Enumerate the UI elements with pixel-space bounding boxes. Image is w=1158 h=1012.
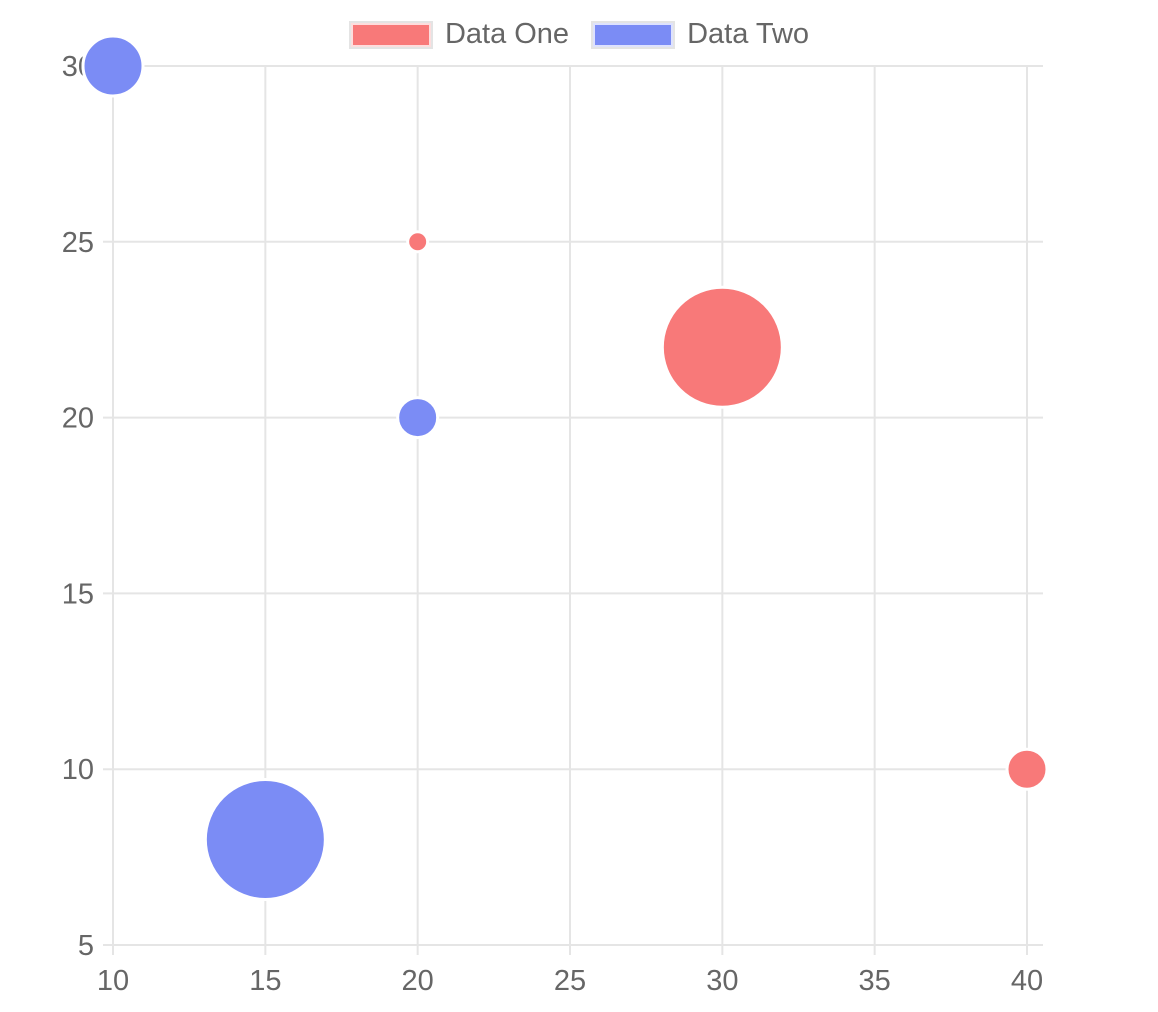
x-tick-label-15: 15 xyxy=(249,965,281,997)
bubble-data-one-1[interactable] xyxy=(660,285,784,409)
bubble-data-one-0[interactable] xyxy=(406,230,430,254)
bubble-data-two-2[interactable] xyxy=(203,778,327,902)
x-tick-label-35: 35 xyxy=(859,965,891,997)
y-tick-label-15: 15 xyxy=(62,578,94,610)
bubble-data-two-0[interactable] xyxy=(81,34,145,98)
legend-swatch-data-one xyxy=(348,20,433,49)
x-tick-label-10: 10 xyxy=(97,965,129,997)
y-tick-label-5: 5 xyxy=(78,930,94,962)
chart-legend: Data One Data Two xyxy=(0,20,1158,49)
legend-item-data-two[interactable]: Data Two xyxy=(591,20,809,49)
legend-label-data-one: Data One xyxy=(444,18,570,50)
bubble-data-one-2[interactable] xyxy=(1005,747,1049,791)
y-tick-label-10: 10 xyxy=(62,754,94,786)
y-tick-label-20: 20 xyxy=(62,403,94,435)
legend-item-data-one[interactable]: Data One xyxy=(348,18,570,50)
x-tick-label-30: 30 xyxy=(706,965,738,997)
x-tick-label-25: 25 xyxy=(554,965,586,997)
x-tick-label-20: 20 xyxy=(402,965,434,997)
legend-swatch-data-two xyxy=(591,20,676,49)
bubble-data-two-1[interactable] xyxy=(396,396,440,440)
legend-label-data-two: Data Two xyxy=(687,18,810,50)
x-tick-label-40: 40 xyxy=(1011,965,1043,997)
y-tick-label-25: 25 xyxy=(62,227,94,259)
